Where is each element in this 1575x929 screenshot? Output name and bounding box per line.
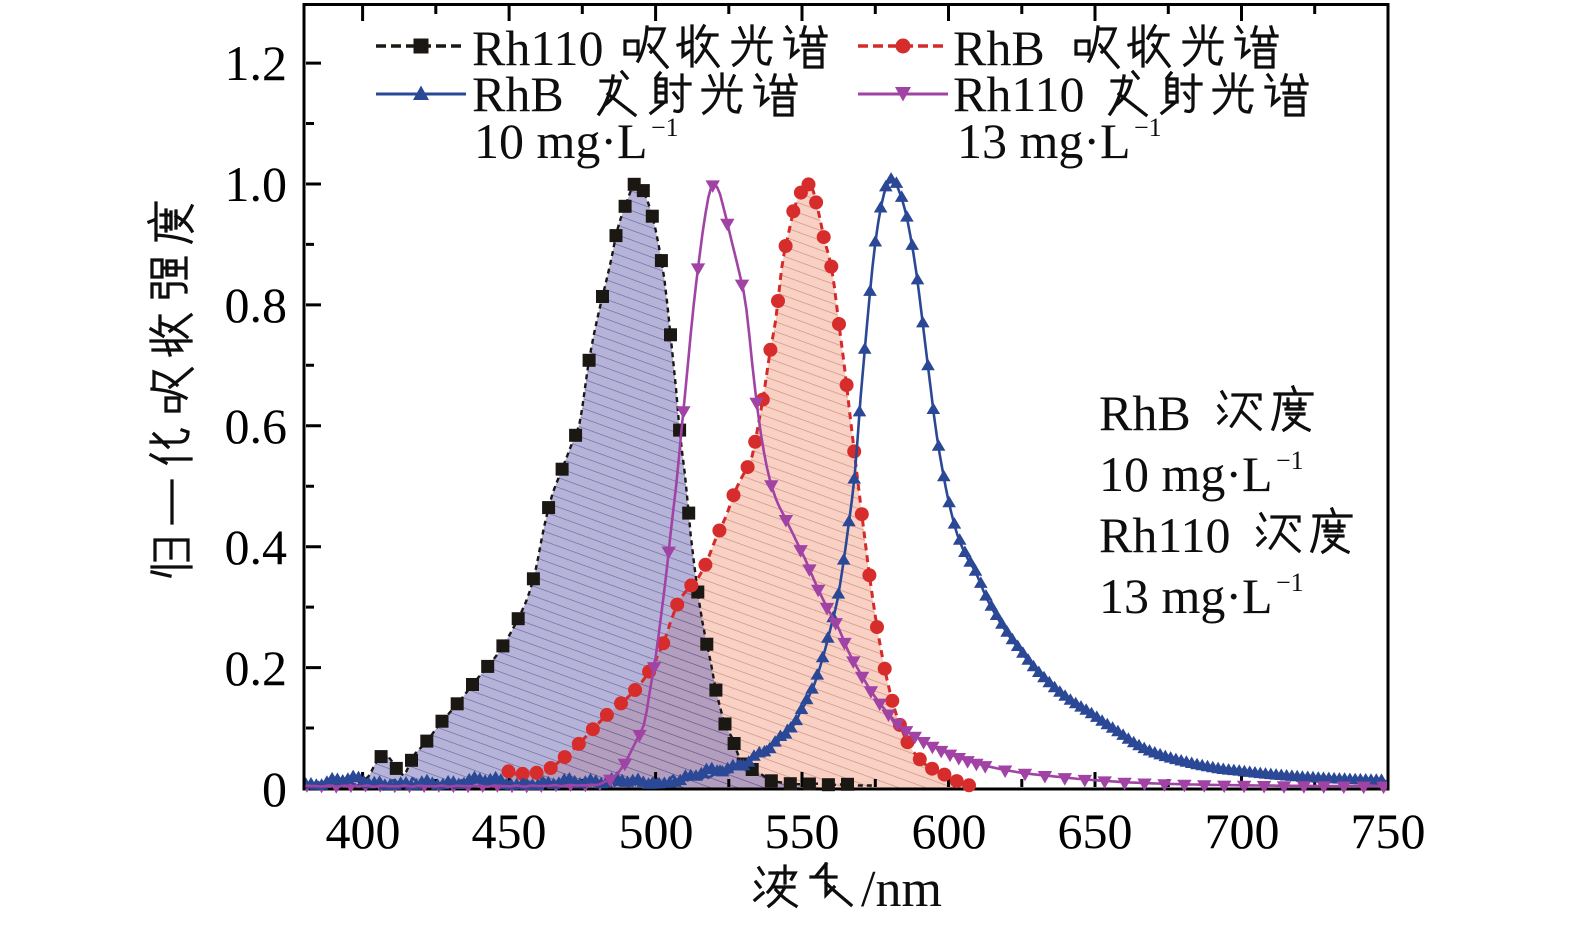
svg-text:1.2: 1.2 <box>225 35 288 91</box>
svg-text:600: 600 <box>912 803 987 859</box>
svg-text:13 mg·L: 13 mg·L <box>1099 568 1273 624</box>
svg-text:0.4: 0.4 <box>225 519 288 575</box>
svg-text:450: 450 <box>472 803 547 859</box>
svg-text:13 mg·L: 13 mg·L <box>957 113 1131 169</box>
svg-text:500: 500 <box>619 803 694 859</box>
svg-text:550: 550 <box>765 803 840 859</box>
svg-text:700: 700 <box>1205 803 1280 859</box>
svg-text:−1: −1 <box>651 113 679 142</box>
svg-text:0.2: 0.2 <box>225 640 288 696</box>
svg-text:−1: −1 <box>1134 113 1162 142</box>
svg-text:/nm: /nm <box>861 861 942 918</box>
svg-text:0: 0 <box>262 761 287 817</box>
svg-text:RhB: RhB <box>1099 385 1191 441</box>
svg-text:Rh110: Rh110 <box>1099 507 1231 563</box>
svg-text:0.8: 0.8 <box>225 277 288 333</box>
svg-text:−1: −1 <box>1276 568 1304 597</box>
svg-text:0.6: 0.6 <box>225 398 288 454</box>
svg-text:1.0: 1.0 <box>225 156 288 212</box>
svg-text:650: 650 <box>1058 803 1133 859</box>
svg-text:750: 750 <box>1351 803 1426 859</box>
svg-text:Rh110: Rh110 <box>472 20 604 76</box>
svg-text:10 mg·L: 10 mg·L <box>474 113 648 169</box>
svg-text:−1: −1 <box>1276 446 1304 475</box>
svg-text:400: 400 <box>326 803 401 859</box>
svg-text:RhB: RhB <box>472 66 564 122</box>
svg-text:RhB: RhB <box>953 20 1045 76</box>
svg-text:10 mg·L: 10 mg·L <box>1099 446 1273 502</box>
svg-text:Rh110: Rh110 <box>953 66 1085 122</box>
